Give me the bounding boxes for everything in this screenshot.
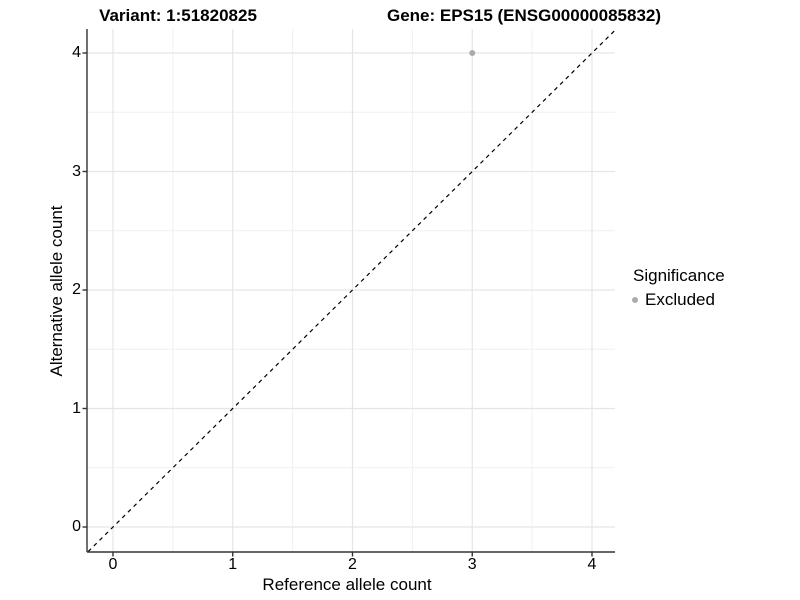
y-tick-label: 3 [72,162,81,180]
y-axis-title: Alternative allele count [47,205,66,377]
y-tick-label: 4 [72,44,81,61]
y-tick-label: 0 [72,518,81,535]
legend-title: Significance [633,266,725,285]
y-tick-label: 2 [72,281,81,298]
x-tick-label: 0 [108,556,118,573]
legend-item-excluded: Excluded [632,290,725,310]
legend-item-label: Excluded [645,290,715,309]
x-tick-label: 4 [587,556,597,573]
x-tick-label: 2 [348,556,357,573]
data-point-excluded [469,50,476,56]
plot-title-gene: Gene: EPS15 (ENSG00000085832) [386,6,662,25]
x-tick-label: 1 [228,556,238,573]
x-axis-title: Reference allele count [262,575,432,594]
identity-reference-line [87,29,615,552]
y-tick-label: 1 [72,399,81,417]
plot-title-variant: Variant: 1:51820825 [99,6,257,25]
legend: Significance Excluded [632,266,725,310]
x-tick-label: 3 [467,556,477,573]
excluded-point-marker-icon [632,297,638,303]
